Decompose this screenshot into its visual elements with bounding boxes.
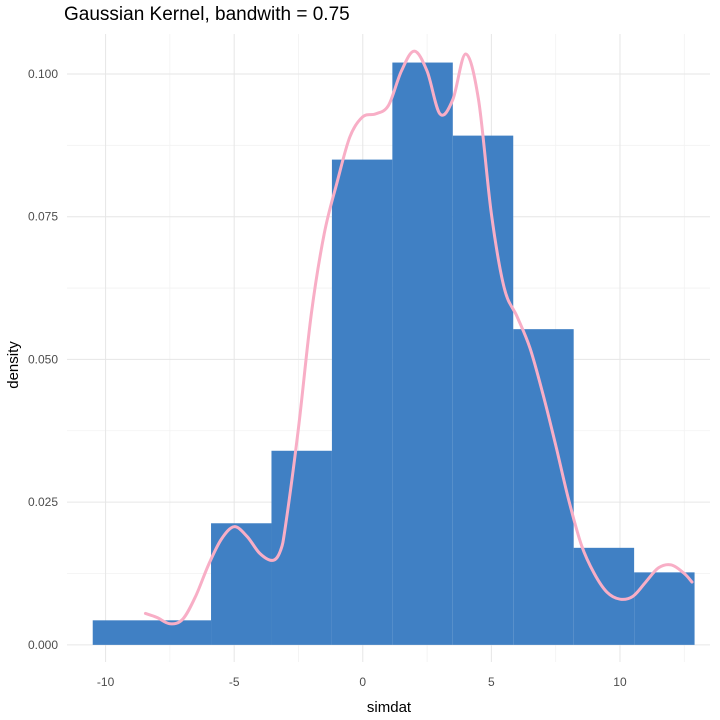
y-tick-label: 0.000: [28, 638, 58, 652]
x-axis-title: simdat: [367, 699, 412, 716]
histogram-bar: [452, 135, 514, 645]
density-curve-layer: [143, 49, 694, 626]
histogram-bar: [513, 329, 574, 645]
histogram-bar: [331, 159, 393, 645]
x-tick-label: 0: [359, 675, 366, 689]
histogram-bar: [573, 547, 635, 645]
y-tick-label: 0.050: [28, 352, 58, 366]
y-axis-title: density: [5, 341, 22, 389]
y-axis-ticks: 0.000 0.025 0.050 0.075 0.100: [28, 67, 58, 652]
x-axis-ticks: -10 -5 0 5 10: [97, 675, 627, 689]
histogram-bars: [92, 62, 695, 645]
chart-title: Gaussian Kernel, bandwith = 0.75: [64, 4, 350, 25]
x-tick-label: 10: [613, 675, 627, 689]
density-curve: [143, 49, 694, 626]
x-tick-label: -5: [229, 675, 240, 689]
y-tick-label: 0.025: [28, 495, 58, 509]
x-tick-label: -10: [97, 675, 115, 689]
y-tick-label: 0.100: [28, 67, 58, 81]
x-tick-label: 5: [488, 675, 495, 689]
histogram-bar: [211, 523, 272, 645]
histogram-bar: [392, 62, 453, 645]
y-tick-label: 0.075: [28, 210, 58, 224]
histogram-bar: [92, 620, 212, 645]
